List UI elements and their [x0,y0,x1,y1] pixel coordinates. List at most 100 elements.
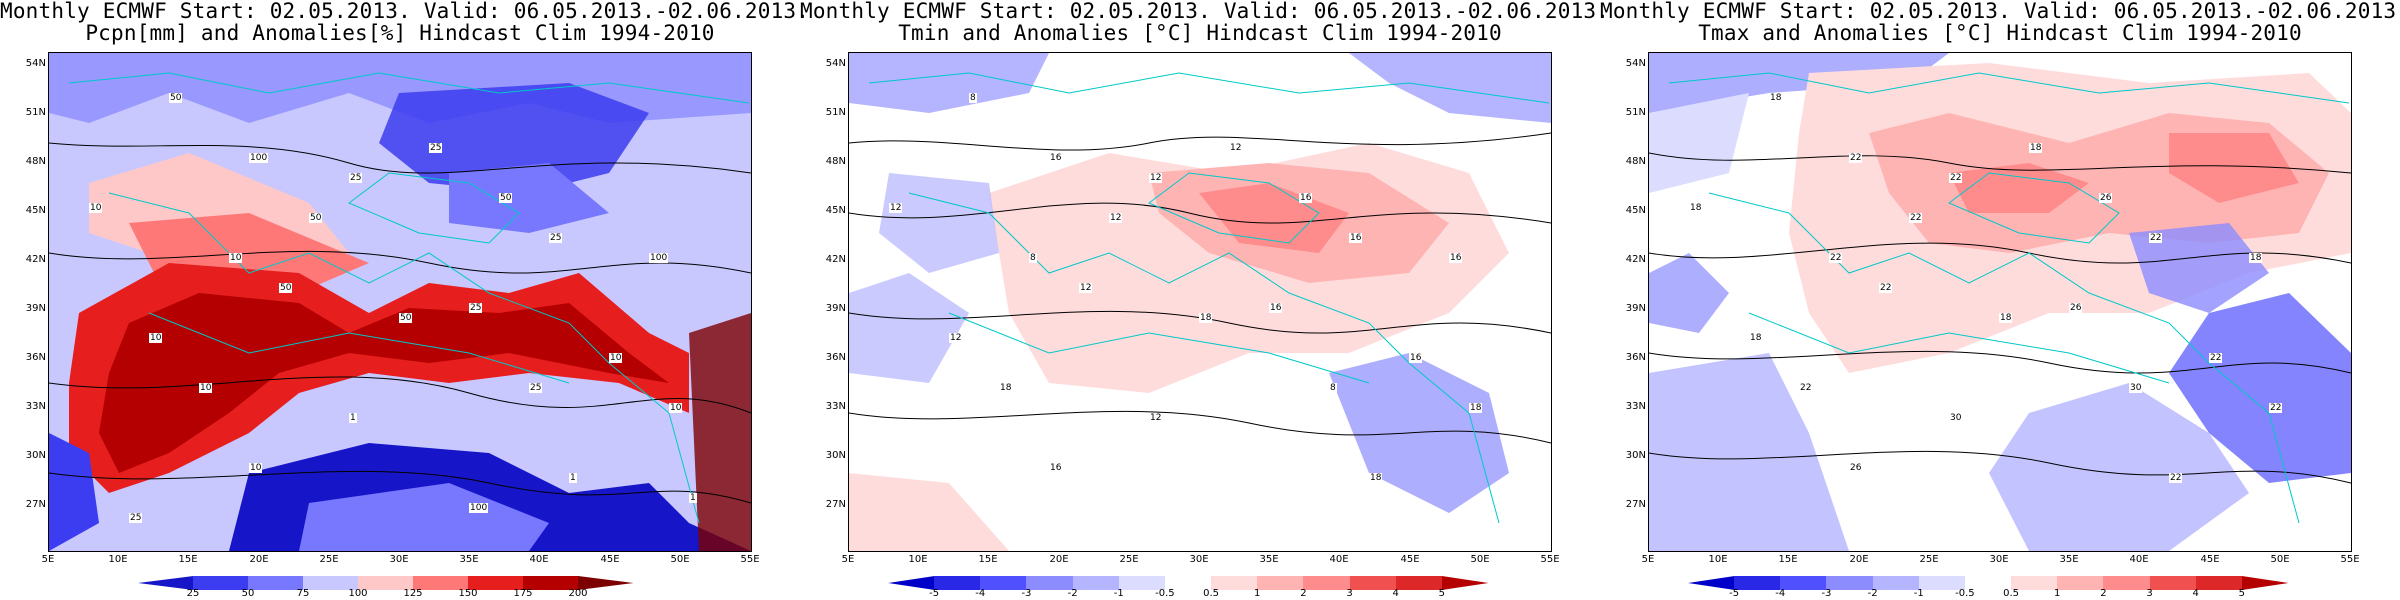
lon-label: 55E [740,554,760,565]
colorbar-segment [1164,576,1212,590]
lat-label: 27N [25,499,46,510]
colorbar-segment [1964,576,2012,590]
lat-label: 30N [825,450,846,461]
lat-label: 33N [1625,401,1646,412]
contour-label: 18 [1469,403,1483,413]
contour-label: 18 [1749,333,1763,343]
tmin-panel: Monthly ECMWF Start: 02.05.2013. Valid: … [800,0,1610,600]
colorbar-tick-label: -5 [1729,588,1740,599]
lat-label: 42N [25,254,46,265]
colorbar-tick-label: 4 [1392,588,1399,599]
contour-label: 25 [129,513,143,523]
colorbar-tick-label: 5 [1438,588,1446,599]
lat-label: 51N [825,107,846,118]
lat-label: 48N [825,156,846,167]
lat-label: 30N [1625,450,1646,461]
colorbar-segment [248,576,304,590]
contour-label: 12 [1229,143,1243,153]
contour-label: 18 [999,383,1013,393]
colorbar-tick-label: -0.5 [1155,588,1175,599]
colorbar-segment [413,576,469,590]
colorbar-segment [193,576,249,590]
contour-label: 8 [969,93,977,103]
contour-label: 12 [1149,173,1163,183]
precipitation-panel: Monthly ECMWF Start: 02.05.2013. Valid: … [0,0,809,600]
colorbar-segment [468,576,524,590]
contour-label: 18 [1369,473,1383,483]
colorbar-segment [303,576,359,590]
contour-label: 25 [469,303,483,313]
colorbar-segment [1072,576,1120,590]
colorbar-tick-label: 175 [513,588,533,599]
panel-title-line1: Monthly ECMWF Start: 02.05.2013. Valid: … [800,0,1610,23]
contour-label: 10 [669,403,683,413]
contour-label: 1 [569,473,577,483]
lat-label: 48N [1625,156,1646,167]
colorbar-tick-label: 200 [568,588,588,599]
lat-label: 27N [1625,499,1646,510]
lon-label: 55E [2340,554,2360,565]
contour-label: 10 [609,353,623,363]
lat-label: 51N [25,107,46,118]
lat-label: 48N [25,156,46,167]
contour-label: 22 [1949,173,1963,183]
tmax-colorbar [1688,576,2289,590]
contour-label: 18 [1689,203,1703,213]
lat-label: 39N [25,303,46,314]
lat-label: 45N [1625,205,1646,216]
contour-label: 12 [1149,413,1163,423]
contour-label: 25 [429,143,443,153]
colorbar-segment [1211,576,1258,590]
colorbar-tick-label: -1 [1113,588,1124,599]
colorbar-segment [358,576,414,590]
lat-label: 54N [1625,58,1646,69]
lon-label: 10E [908,554,928,565]
contour-label: 12 [889,203,903,213]
lon-label: 50E [670,554,690,565]
colorbar-segment [2103,576,2151,590]
contour-label: 18 [2029,143,2043,153]
contour-label: 50 [279,283,293,293]
contour-label: 1 [689,493,697,503]
contour-label: 10 [229,253,243,263]
lat-label: 54N [825,58,846,69]
lon-label: 35E [2059,554,2079,565]
contour-label: 50 [169,93,183,103]
precipitation-map: 50 25 10 100 25 50 10 50 25 100 50 50 25 10 10 10 25 10 1 1… [48,52,752,552]
colorbar-tick-label: 3 [2146,588,2153,599]
contour-label: 12 [1079,283,1093,293]
contour-label: 30 [1949,413,1963,423]
contour-label: 18 [1769,93,1783,103]
colorbar-tick-label: 2 [1300,588,1307,599]
panel-title-line1: Monthly ECMWF Start: 02.05.2013. Valid: … [1600,0,2400,23]
panel-title-line2: Pcpn[mm] and Anomalies[%] Hindcast Clim … [85,21,715,45]
colorbar-tick-label: -3 [1021,588,1032,599]
colorbar-tick-label: 1 [1254,588,1261,599]
colorbar-segment [2195,576,2243,590]
contour-label: 10 [249,463,263,473]
lat-label: 45N [825,205,846,216]
panel-title-line2: Tmax and Anomalies [°C] Hindcast Clim 19… [1698,21,2302,45]
tmax-map-svg [1649,53,2351,551]
contour-label: 18 [1999,313,2013,323]
colorbar-tick-label: 4 [2192,588,2199,599]
lat-label: 30N [25,450,46,461]
contour-label: 50 [499,193,513,203]
contour-label: 10 [149,333,163,343]
contour-label: 22 [1829,253,1843,263]
contour-label: 16 [1269,303,1283,313]
colorbar-segment [1026,576,1074,590]
lat-label: 45N [25,205,46,216]
colorbar-segment [1872,576,1920,590]
colorbar-tick-label: 125 [403,588,423,599]
lon-label: 30E [389,554,409,565]
colorbar-tick-label: 5 [2238,588,2246,599]
contour-label: 8 [1329,383,1337,393]
lon-label: 50E [2270,554,2290,565]
lon-label: 40E [2129,554,2149,565]
lon-label: 35E [1259,554,1279,565]
lon-label: 10E [1708,554,1728,565]
lat-label: 42N [825,254,846,265]
colorbar-tick-label: 2 [2100,588,2107,599]
lon-label: 45E [1400,554,1420,565]
